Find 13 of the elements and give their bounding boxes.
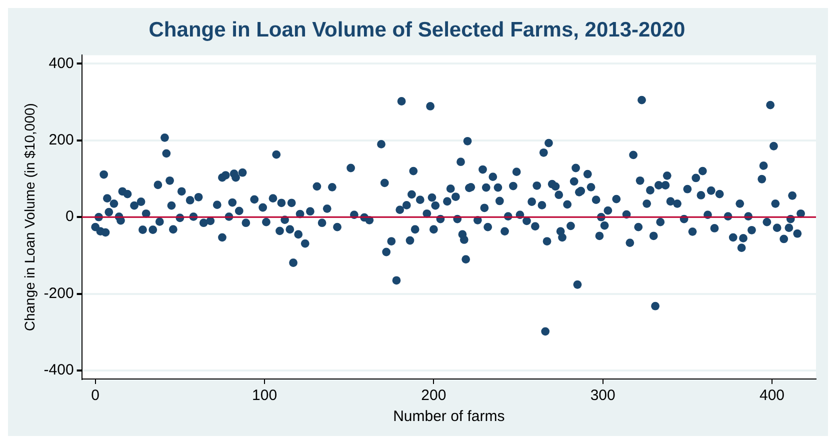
y-axis-title: Change in Loan Volume (in $10,000) xyxy=(21,103,38,332)
chart-title: Change in Loan Volume of Selected Farms, 2013-2020 xyxy=(148,18,686,42)
x-tick-label: 0 xyxy=(91,387,100,404)
x-tick-label: 200 xyxy=(421,387,446,404)
y-tick-label: 400 xyxy=(48,54,74,72)
y-tick-label: 0 xyxy=(65,208,74,226)
y-tick-label: -400 xyxy=(44,362,74,379)
x-tick-label: 400 xyxy=(760,387,785,404)
y-tick-label: 200 xyxy=(48,132,74,149)
y-tick-label: -200 xyxy=(44,284,74,302)
x-tick-label: 100 xyxy=(252,387,278,404)
x-axis-title: Number of farms xyxy=(393,408,505,426)
x-tick-label: 300 xyxy=(590,387,616,404)
